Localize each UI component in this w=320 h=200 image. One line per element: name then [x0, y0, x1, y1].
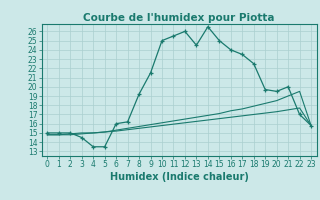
- X-axis label: Humidex (Indice chaleur): Humidex (Indice chaleur): [110, 172, 249, 182]
- Title: Courbe de l'humidex pour Piotta: Courbe de l'humidex pour Piotta: [84, 13, 275, 23]
